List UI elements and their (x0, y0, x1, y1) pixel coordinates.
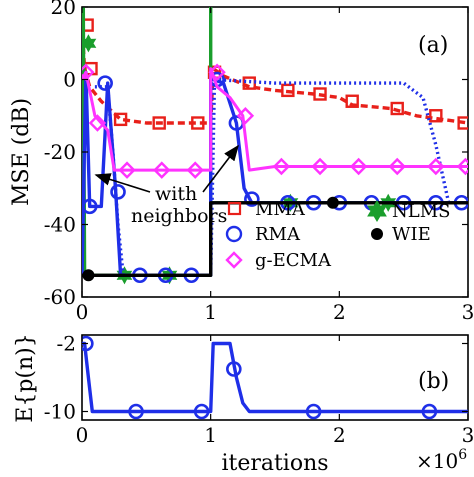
panel-a-ticks: 0 1 2 3 -60 -40 -20 0 20 (44, 0, 474, 324)
x-tick-label: 2 (333, 300, 346, 324)
series-rma (82, 335, 468, 420)
data-point-rma (82, 335, 94, 352)
legend: MMA NLMS RMA WIE g-ECMA (225, 199, 450, 271)
data-point-mma (191, 116, 205, 130)
legend-label-mma: MMA (255, 199, 306, 220)
annotation-with: with (155, 183, 197, 205)
series-line-wie (82, 201, 468, 277)
data-point-rma (193, 403, 210, 420)
data-point-wie (326, 196, 339, 209)
data-point-g-ecma (456, 157, 468, 176)
neighbors-annotation: with neighbors (94, 144, 239, 227)
y-tick-label: -60 (44, 285, 76, 309)
panel-b-label: (b) (418, 369, 449, 394)
panel-b-ylabel: E{p(n)} (13, 333, 38, 422)
data-point-rma (244, 191, 260, 207)
legend-label-gecma: g-ECMA (255, 250, 332, 271)
data-point-mma (152, 116, 166, 130)
legend-marker-rma (225, 225, 243, 243)
data-point-mma (345, 94, 359, 108)
y-tick-label: -10 (44, 400, 76, 424)
x-axis-label: iterations (221, 451, 328, 476)
series-line-rma-dotted (94, 77, 468, 277)
panel-a-label: (a) (418, 33, 448, 58)
legend-marker-nlms (367, 200, 387, 222)
data-point-g-ecma (186, 161, 204, 179)
x-exponent-base: ×10 (416, 449, 458, 473)
data-point-g-ecma (349, 157, 368, 176)
data-point-rma (82, 198, 98, 215)
annotation-neighbors: neighbors (131, 205, 227, 227)
series-line-mma (82, 24, 468, 125)
panel-b-ticks: 0 1 2 3 -10 -2 (44, 332, 474, 448)
panel-a: 0 1 2 3 -60 -40 -20 0 20 (a) MSE (dB) with neigh… (9, 0, 474, 324)
y-tick-label: -20 (44, 140, 76, 164)
x-tick-label: 3 (462, 423, 474, 447)
y-tick-label: -40 (44, 213, 76, 237)
legend-item-wie: WIE (371, 224, 431, 245)
panel-a-ylabel: MSE (dB) (9, 98, 34, 206)
data-point-g-ecma (236, 107, 255, 125)
series-line-g-ecma (82, 67, 468, 172)
data-point-mma (457, 116, 468, 130)
x-exponent-label: ×106 (416, 447, 467, 473)
panel-b-series (82, 335, 468, 420)
data-point-mma (429, 109, 443, 123)
data-point-g-ecma (153, 161, 171, 179)
legend-item-mma: MMA (227, 199, 306, 220)
data-point-rma (97, 75, 113, 91)
data-point-mma (281, 83, 295, 98)
legend-item-gecma: g-ECMA (225, 250, 332, 271)
panel-b-frame (81, 334, 469, 421)
panel-a-series (82, 7, 468, 285)
data-point-g-ecma (311, 157, 329, 176)
series-line-rma (82, 341, 468, 414)
x-exponent-power: 6 (458, 447, 467, 463)
data-point-rma (305, 403, 322, 420)
x-tick-label: 1 (204, 300, 217, 324)
data-point-wie (82, 269, 95, 282)
legend-marker-mma (227, 201, 242, 216)
legend-item-nlms: NLMS (367, 200, 450, 222)
x-tick-label: 1 (204, 423, 217, 447)
panel-b: 0 1 2 3 -10 -2 (b) E{p(n)} iterations ×106 (13, 332, 474, 477)
data-point-g-ecma (208, 63, 226, 81)
data-point-g-ecma (88, 114, 107, 132)
legend-marker-wie (371, 228, 383, 240)
y-tick-label: 0 (63, 68, 76, 92)
data-point-mma (82, 18, 94, 32)
y-tick-label: 20 (51, 0, 76, 19)
data-point-mma (113, 112, 128, 127)
legend-label-wie: WIE (392, 224, 431, 245)
legend-label-nlms: NLMS (392, 201, 450, 222)
data-point-mma (313, 87, 327, 101)
data-point-mma (390, 101, 404, 116)
legend-item-rma: RMA (225, 224, 301, 245)
series-mma (82, 18, 468, 130)
data-point-g-ecma (272, 157, 291, 176)
legend-marker-gecma (225, 251, 243, 269)
data-point-g-ecma (388, 157, 406, 176)
series-g-ecma (82, 63, 468, 179)
data-point-rma (110, 184, 126, 200)
x-tick-label: 2 (333, 423, 346, 447)
legend-label-rma: RMA (255, 224, 301, 245)
data-point-rma (226, 361, 242, 377)
series-rma-dotted (94, 77, 468, 277)
x-tick-label: 3 (462, 300, 474, 324)
y-tick-label: -2 (57, 332, 76, 356)
annotation-arrow-right (202, 144, 239, 193)
data-point-rma (421, 403, 438, 420)
data-point-g-ecma (118, 161, 136, 179)
x-tick-label: 0 (76, 300, 89, 324)
series-wie (82, 196, 468, 282)
data-point-g-ecma (427, 157, 445, 176)
data-point-nlms (82, 34, 97, 53)
annotation-arrow-left (94, 173, 151, 193)
x-tick-label: 0 (76, 423, 89, 447)
data-point-rma (128, 403, 144, 420)
